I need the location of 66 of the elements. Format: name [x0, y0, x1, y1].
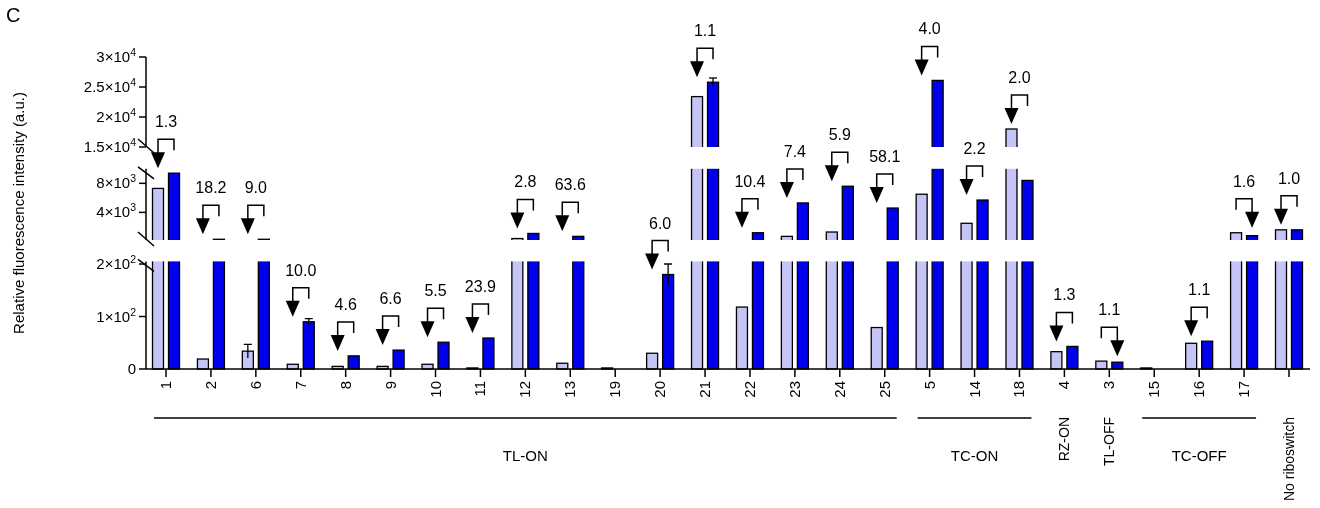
annotation: 1.0	[1277, 169, 1301, 187]
x-tick-label: 3	[1100, 381, 1118, 390]
annotation: 10.4	[734, 172, 766, 190]
x-tick-label: 11	[471, 381, 489, 397]
x-tick-label: 13	[561, 381, 579, 398]
y-tick-label: 2.5×10$^{4}$	[83, 76, 137, 95]
annotation: 18.2	[195, 179, 227, 197]
text: RZ-ON	[1056, 417, 1073, 462]
x-tick-label: 14	[965, 381, 983, 398]
annotation: 1.3	[1053, 286, 1076, 304]
text: TL-OFF	[1101, 417, 1118, 466]
y-tick-label: 1×10$^{2}$	[96, 305, 137, 325]
x-tick-label: 8	[336, 381, 354, 390]
annotation: 9.0	[244, 179, 268, 197]
annotation: 6.6	[379, 290, 402, 308]
annotation: 10.0	[285, 261, 317, 279]
annotation: 7.4	[783, 142, 807, 160]
x-tick-label: 19	[606, 381, 624, 398]
x-tick-label: 23	[785, 381, 803, 398]
x-tick-label: 7	[291, 381, 309, 390]
x-tick-label: 18	[1010, 381, 1028, 398]
x-tick-label: 10	[426, 381, 444, 398]
y-axis-title: Relative fluorescence intensity (a.u.)	[10, 92, 27, 334]
x-tick-label: 21	[696, 381, 714, 398]
x-tick-label: 6	[246, 381, 264, 390]
text: TC-ON	[950, 447, 999, 464]
annotation: 1.1	[1098, 301, 1121, 319]
annotation: 58.1	[869, 148, 901, 166]
y-tick-label: 1.5×10$^{4}$	[83, 136, 137, 155]
annotation: 1.6	[1232, 172, 1256, 190]
annotation: 5.5	[424, 282, 447, 300]
x-tick-label: 5	[920, 381, 938, 390]
chart-title: C	[6, 4, 21, 26]
y-tick-label: 2×10$^{2}$	[96, 253, 137, 273]
annotation: 2.0	[1008, 69, 1031, 86]
annotation: 1.1	[1188, 281, 1211, 299]
y-tick-label: 0	[127, 360, 136, 377]
text: No riboswitch	[1281, 417, 1297, 502]
x-tick-label: 24	[830, 381, 848, 398]
annotation: 4.0	[918, 20, 941, 38]
annotation: 1.3	[154, 113, 178, 131]
x-tick-label: 2	[201, 381, 219, 390]
y-tick-label: 2×10$^{4}$	[96, 106, 137, 125]
x-tick-label: 16	[1190, 381, 1208, 398]
annotation: 2.2	[963, 140, 986, 158]
x-tick-label: 4	[1055, 381, 1073, 390]
x-tick-label: 9	[381, 381, 399, 390]
x-tick-label: 25	[875, 381, 893, 398]
x-tick-label: 1	[157, 381, 174, 390]
annotation: 2.8	[514, 173, 537, 191]
x-tick-label: 22	[740, 381, 758, 398]
annotation: 23.9	[464, 278, 497, 296]
annotation: 1.1	[693, 22, 717, 40]
text: TC-OFF	[1171, 447, 1227, 464]
x-tick-label: 15	[1145, 381, 1163, 398]
y-tick-label: 4×10$^{3}$	[96, 201, 137, 221]
x-tick-label: 20	[651, 381, 669, 398]
y-tick-label: 8×10$^{3}$	[96, 172, 137, 192]
text: TL-ON	[502, 447, 548, 464]
annotation: 63.6	[554, 176, 586, 194]
x-tick-label: 17	[1235, 381, 1253, 398]
x-tick-label: 12	[516, 381, 534, 398]
annotation: 6.0	[648, 214, 672, 232]
y-tick-label: 3×10$^{4}$	[96, 46, 137, 65]
annotation: 4.6	[334, 295, 357, 313]
annotation: 5.9	[828, 126, 852, 144]
